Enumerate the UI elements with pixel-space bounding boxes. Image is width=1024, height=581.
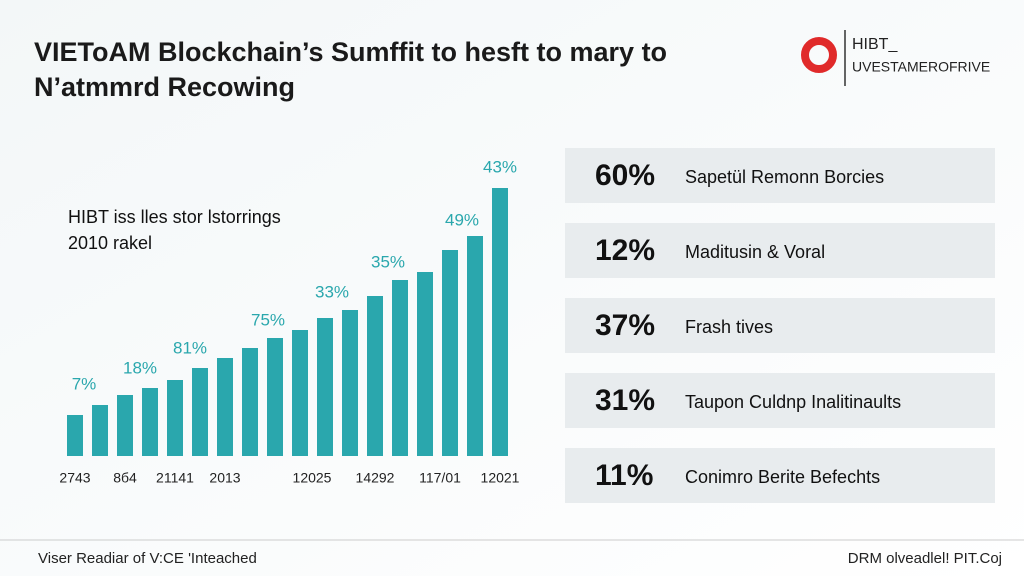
- stat-label: Conimro Berite Befechts: [685, 467, 880, 487]
- stats-panel: 60% Sapetül Remonn Borcies 12% Maditusin & …: [565, 148, 995, 503]
- bar: [267, 338, 283, 456]
- bar-annotation: 49%: [445, 210, 479, 229]
- bar: [67, 415, 83, 456]
- stat-value: 11%: [595, 459, 653, 492]
- logo-icon: [801, 37, 837, 73]
- x-tick-label: 2743: [59, 470, 90, 486]
- x-tick-label: 12025: [293, 470, 332, 486]
- bar-annotation: 43%: [483, 157, 517, 176]
- bar-annotation: 33%: [315, 282, 349, 301]
- bar: [117, 395, 133, 456]
- bar-annotation: 35%: [371, 252, 405, 271]
- bar-annotation: 7%: [72, 374, 97, 393]
- chart-subtitle: 2010 rakel: [68, 233, 152, 253]
- x-tick-label: 2013: [209, 470, 240, 486]
- bar: [242, 348, 258, 456]
- x-tick-label: 21141: [156, 470, 194, 486]
- x-tick-label: 14292: [356, 470, 395, 486]
- stat-label: Sapetül Remonn Borcies: [685, 167, 884, 187]
- bar: [367, 296, 383, 456]
- logo-tagline: UVESTAMEROFRIVE: [852, 59, 990, 75]
- bar: [92, 405, 108, 456]
- footer-left: Viser Readiar of V:CE 'Inteached: [38, 550, 257, 567]
- bar-annotation: 75%: [251, 310, 285, 329]
- stat-label: Maditusin & Voral: [685, 242, 825, 262]
- stat-value: 37%: [595, 309, 655, 342]
- bar: [317, 318, 333, 456]
- bar: [142, 388, 158, 456]
- bar: [292, 330, 308, 456]
- stat-label: Frash tives: [685, 317, 773, 337]
- bar: [167, 380, 183, 456]
- title-line: VIEToAM Blockchain’s Sumffit to hesft to…: [34, 37, 667, 67]
- stat-card: [565, 373, 995, 428]
- bar: [467, 236, 483, 456]
- stat-card: [565, 298, 995, 353]
- bar: [192, 368, 208, 456]
- stat-value: 12%: [595, 234, 655, 267]
- stat-card: [565, 223, 995, 278]
- bar: [417, 272, 433, 456]
- stat-value: 31%: [595, 384, 655, 417]
- stat-label: Taupon Culdnp Inalitinaults: [685, 392, 901, 412]
- bar: [492, 188, 508, 456]
- bar: [342, 310, 358, 456]
- bar-annotation: 81%: [173, 338, 207, 357]
- logo-name: HIBT_: [852, 36, 898, 53]
- stat-card: [565, 448, 995, 503]
- x-tick-label: 12021: [481, 470, 520, 486]
- bar: [392, 280, 408, 456]
- bar-annotation: 18%: [123, 358, 157, 377]
- bar: [217, 358, 233, 456]
- x-tick-label: 8б4: [113, 470, 137, 486]
- stat-card: [565, 148, 995, 203]
- chart-subtitle: HIBT iss lles stor lstorrings: [68, 207, 281, 227]
- bar: [442, 250, 458, 456]
- title-line: N’atmmrd Recowing: [34, 72, 295, 102]
- stat-value: 60%: [595, 159, 655, 192]
- footer-right: DRM olveadlel! PIT.Coj: [848, 550, 1002, 567]
- x-tick-label: 117/01: [419, 470, 461, 486]
